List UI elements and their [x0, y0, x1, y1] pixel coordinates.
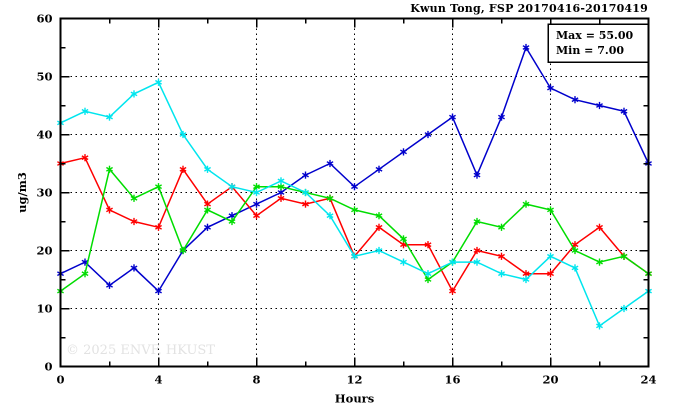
grid-lines	[60, 18, 649, 367]
y-axis-label: ug/m3	[15, 172, 29, 213]
y-tick-label: 10	[36, 302, 52, 316]
watermark: © 2025 ENVF, HKUST	[66, 343, 215, 358]
axis-tick-labels: 0 10 20 30 40 50 60 0 4 8 12 16 20 24 Hours ug/m3	[15, 12, 657, 406]
y-tick-label: 30	[36, 186, 52, 200]
x-tick-label: 8	[252, 373, 260, 387]
legend-min-label: Min = 7.00	[556, 44, 624, 57]
watermark-text: © 2025 ENVF, HKUST	[66, 343, 215, 358]
axis-ticks	[59, 17, 650, 368]
x-tick-label: 12	[346, 373, 362, 387]
y-tick-label: 60	[36, 12, 52, 26]
series-blue	[57, 43, 652, 295]
data-series-layer	[57, 43, 652, 330]
legend-box: Max = 55.00 Min = 7.00	[547, 23, 649, 63]
y-tick-label: 50	[36, 70, 52, 84]
x-tick-label: 0	[56, 373, 64, 387]
legend-max-label: Max = 55.00	[556, 29, 634, 42]
y-tick-label: 0	[44, 360, 52, 374]
x-tick-label: 4	[154, 373, 162, 387]
y-tick-label: 40	[36, 128, 52, 142]
x-axis-label: Hours	[335, 392, 374, 406]
x-tick-label: 20	[542, 373, 558, 387]
x-tick-label: 16	[444, 373, 460, 387]
x-tick-label: 24	[640, 373, 656, 387]
chart-title: Kwun Tong, FSP 20170416-20170419	[410, 2, 648, 15]
series-cyan	[57, 78, 652, 330]
y-tick-label: 20	[36, 244, 52, 258]
